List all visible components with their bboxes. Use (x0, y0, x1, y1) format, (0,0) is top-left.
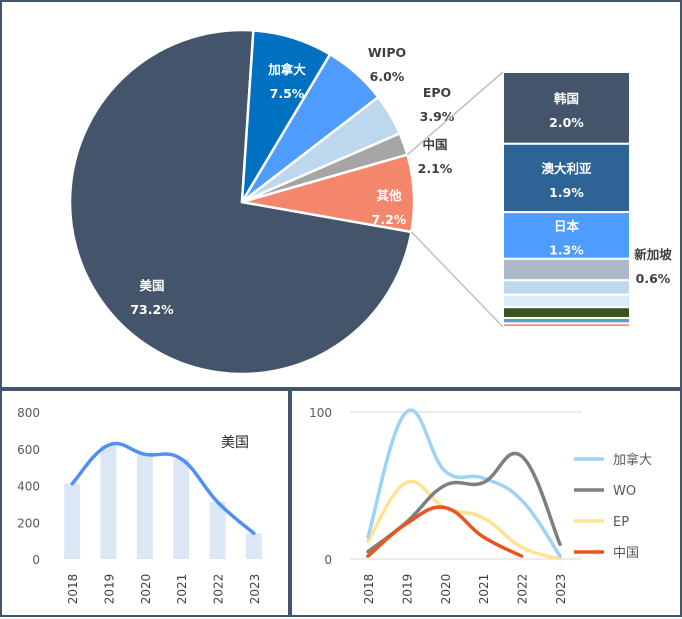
x-tick-label: 2021 (477, 574, 491, 605)
x-tick-label: 2018 (362, 574, 376, 605)
breakdown-value-1: 1.9% (549, 185, 584, 200)
pie-label-item-5: 其他 (376, 188, 402, 203)
pie-value-epo: 3.9% (420, 109, 455, 124)
legend-label-wo: WO (613, 484, 636, 499)
us-bar (173, 458, 190, 559)
line-series-ep (366, 479, 562, 561)
breakdown-label-2: 日本 (554, 218, 580, 233)
pie-label-epo: EPO (423, 85, 451, 100)
x-tick-label: 2023 (248, 574, 262, 605)
other-offices-trend-panel: 0 100 2018 2019 2020 2021 2022 2023 加拿大 WO EP 中国 (290, 389, 682, 617)
pie-panel: 美国 73.2% 加拿大 7.5% WIPO 6.0% EPO 3.9% 中国 2.1% 其他 7.2… (0, 0, 682, 389)
us-trend-panel: 0 200 400 600 800 2018 2019 2020 2021 2022 2023 美国 (0, 389, 290, 617)
breakdown-bar-5 (502, 293, 631, 309)
legend-label-china: 中国 (613, 546, 639, 561)
x-tick-label: 2022 (516, 574, 530, 605)
y-tick-label: 600 (17, 443, 40, 457)
pie-label-item-4: 中国 (422, 137, 447, 152)
pie-value-item-0: 73.2% (130, 302, 174, 317)
x-tick-label: 2023 (554, 574, 568, 605)
other-offices-trend-chart: 0 100 2018 2019 2020 2021 2022 2023 加拿大 WO EP 中国 (309, 406, 652, 605)
us-trend-line (70, 441, 256, 536)
breakdown-bar-1 (502, 142, 631, 213)
pie-slice-item-0 (68, 28, 413, 376)
breakdown-value-3: 0.6% (636, 271, 671, 286)
x-tick-label: 2020 (439, 574, 453, 605)
x-tick-label: 2019 (400, 574, 414, 605)
line-series-china (366, 505, 524, 558)
pie-value-item-5: 7.2% (372, 212, 407, 227)
line-series-canada (366, 408, 562, 558)
x-tick-label: 2018 (66, 574, 80, 605)
legend-label-ep: EP (613, 515, 629, 530)
y-tick-label: 200 (17, 516, 40, 530)
pie-chart: 美国 73.2% 加拿大 7.5% WIPO 6.0% EPO 3.9% 中国 2.1% 其他 7.2… (68, 28, 672, 376)
y-tick-label: 400 (17, 480, 40, 494)
breakdown-bar-4 (502, 279, 631, 296)
breakdown-bar-3 (502, 257, 631, 282)
breakdown-label-3: 新加坡 (634, 247, 672, 262)
breakdown-label-1: 澳大利亚 (541, 161, 592, 176)
pie-label-item-0: 美国 (139, 278, 164, 293)
pie-label-item-1: 加拿大 (267, 62, 306, 77)
connector-line-top (406, 71, 504, 156)
pie-value-item-1: 7.5% (270, 86, 305, 101)
x-tick-label: 2019 (103, 574, 117, 605)
y-tick-label: 100 (309, 406, 332, 420)
y-tick-label: 0 (324, 553, 332, 567)
y-tick-label: 0 (32, 553, 40, 567)
breakdown-value-0: 2.0% (549, 115, 584, 130)
x-tick-label: 2022 (212, 574, 226, 605)
breakdown-bar-0 (502, 71, 631, 145)
y-tick-label: 800 (17, 406, 40, 420)
us-bar (209, 502, 226, 559)
pie-slice-item-5 (241, 153, 416, 234)
line-series-wo (366, 451, 562, 554)
breakdown-label-0: 韩国 (554, 91, 579, 106)
pie-value-item-4: 2.1% (418, 161, 453, 176)
x-tick-label: 2021 (175, 574, 189, 605)
breakdown-bar-8 (502, 322, 631, 328)
breakdown-value-2: 1.3% (549, 242, 584, 257)
pie-value-wipo: 6.0% (370, 69, 405, 84)
connector-line-bottom (410, 231, 504, 328)
us-bar (245, 533, 262, 559)
us-bar (64, 483, 81, 559)
breakdown-bar-2 (502, 211, 631, 260)
breakdown-bar-6 (502, 306, 631, 320)
us-bar (136, 454, 153, 559)
us-bar (100, 445, 117, 559)
us-trend-chart: 0 200 400 600 800 2018 2019 2020 2021 2022 2023 美国 (17, 406, 262, 605)
pie-label-wipo: WIPO (368, 45, 406, 60)
series-label-us: 美国 (221, 435, 249, 451)
x-tick-label: 2020 (139, 574, 153, 605)
legend-label-canada: 加拿大 (613, 452, 652, 468)
